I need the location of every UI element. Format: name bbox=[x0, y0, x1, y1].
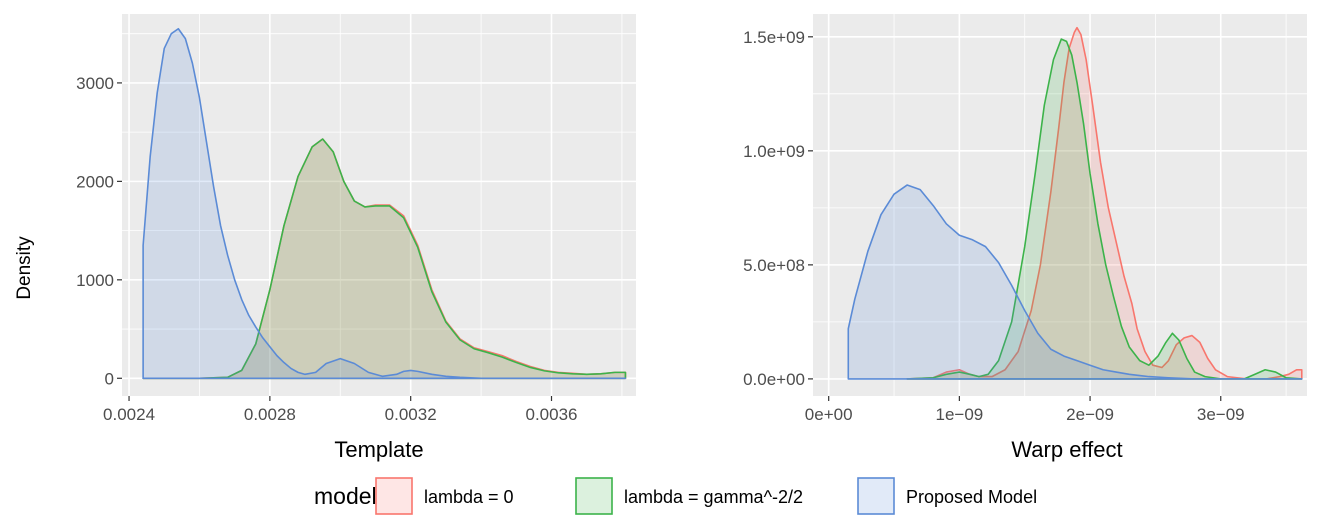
x-axis-title-template: Template bbox=[334, 437, 423, 462]
x-tick-label: 3e−09 bbox=[1197, 405, 1245, 424]
panel-background bbox=[813, 14, 1307, 396]
legend-label-proposed-model: Proposed Model bbox=[906, 487, 1037, 507]
legend-key-lambda-0 bbox=[375, 477, 413, 515]
legend-item-lambda-gamma: lambda = gamma^-2/2 bbox=[575, 477, 803, 515]
template-density-panel: 0.0024 0.0028 0.0032 0.0036 0 1000 2000 3000 Tem… bbox=[76, 14, 636, 462]
y-tick-label: 3000 bbox=[76, 74, 114, 93]
y-tick-label: 0 bbox=[105, 369, 114, 388]
density-area-proposed-model bbox=[142, 27, 627, 380]
y-tick-label: 1000 bbox=[76, 271, 114, 290]
y-tick-label: 1.0e+09 bbox=[743, 142, 805, 161]
y-axis-title: Density bbox=[14, 236, 35, 300]
y-tick-label: 1.5e+09 bbox=[743, 28, 805, 47]
legend-item-lambda-0: lambda = 0 bbox=[375, 477, 514, 515]
warp-effect-density-panel: 0e+00 1e−09 2e−09 3e−09 0.0e+00 5.0e+08 1.0e+0… bbox=[743, 14, 1307, 462]
legend-item-proposed-model: Proposed Model bbox=[857, 477, 1037, 515]
x-tick-label: 0.0024 bbox=[103, 405, 155, 424]
density-area-lambda-gamma-2-2 bbox=[142, 138, 627, 380]
legend-key-lambda-gamma bbox=[575, 477, 613, 515]
legend-key-proposed-model bbox=[857, 477, 895, 515]
x-tick-label: 0.0036 bbox=[526, 405, 578, 424]
x-tick-label: 2e−09 bbox=[1066, 405, 1114, 424]
y-tick-label: 2000 bbox=[76, 172, 114, 191]
x-tick-label: 0.0028 bbox=[244, 405, 296, 424]
x-tick-label: 1e−09 bbox=[935, 405, 983, 424]
x-tick-label: 0.0032 bbox=[385, 405, 437, 424]
legend-label-lambda-gamma: lambda = gamma^-2/2 bbox=[624, 487, 803, 507]
legend: model lambda = 0 lambda = gamma^-2/2 Pro… bbox=[314, 477, 1037, 515]
y-tick-label: 5.0e+08 bbox=[743, 256, 805, 275]
legend-title: model bbox=[314, 483, 377, 509]
legend-label-lambda-0: lambda = 0 bbox=[424, 487, 514, 507]
y-tick-label: 0.0e+00 bbox=[743, 370, 805, 389]
x-axis-title-warp-effect: Warp effect bbox=[1011, 437, 1122, 462]
density-area-proposed-model bbox=[847, 184, 1303, 380]
x-tick-label: 0e+00 bbox=[805, 405, 853, 424]
